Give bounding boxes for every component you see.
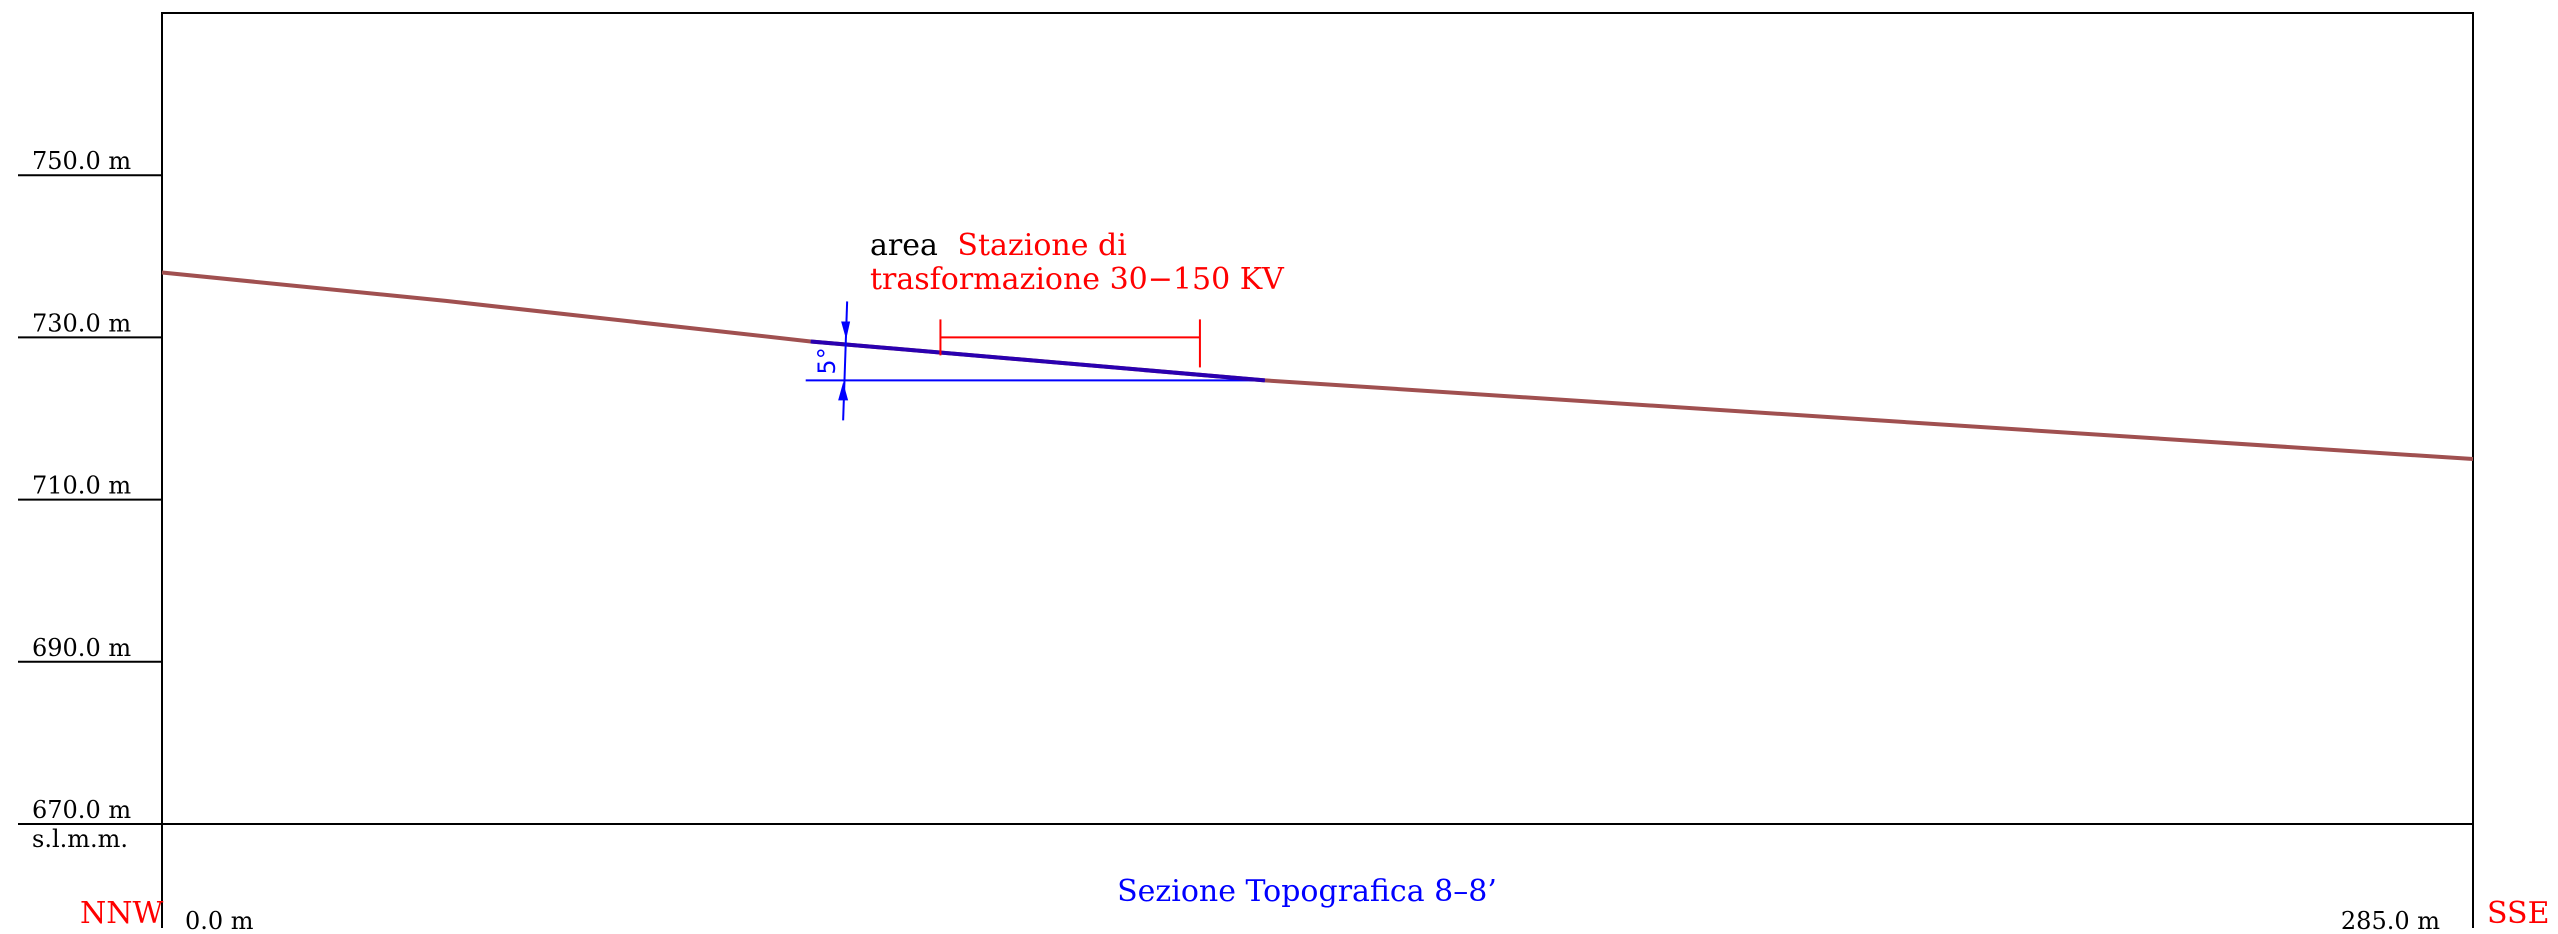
angle-dimension-line [842,301,849,421]
excavation-line [810,339,1265,383]
terrain-profile-line [161,270,2474,462]
y-tick-label: 750.0 m [32,147,131,175]
y-tick-label: 710.0 m [32,472,131,500]
station-annotation-line1: area Stazione di [870,228,1127,263]
direction-right: SSE [2487,896,2549,931]
y-tick-label: 690.0 m [32,634,131,662]
angle-arrow-bottom [838,382,849,401]
station-annotation-name: Stazione di [957,228,1126,263]
angle-arrow-top [841,321,851,340]
x-start-label: 0.0 m [185,907,254,934]
direction-left: NNW [80,896,164,931]
y-tick-label: 730.0 m [32,309,131,337]
datum-label: s.l.m.m. [32,825,128,853]
x-end-label: 285.0 m [2341,907,2440,934]
angle-label: 5° [813,347,841,374]
station-annotation-line2: trasformazione 30−150 KV [870,262,1285,297]
angle-marker: 5° [813,301,851,421]
station-area-bracket [939,319,1201,368]
y-tick-label: 670.0 m [32,796,131,824]
section-title: Sezione Topografica 8–8’ [1117,874,1497,909]
y-axis-ticks: 750.0 m 730.0 m 710.0 m 690.0 m 670.0 m [18,147,162,825]
plot-frame [161,12,2474,825]
station-annotation-prefix: area [870,228,938,263]
